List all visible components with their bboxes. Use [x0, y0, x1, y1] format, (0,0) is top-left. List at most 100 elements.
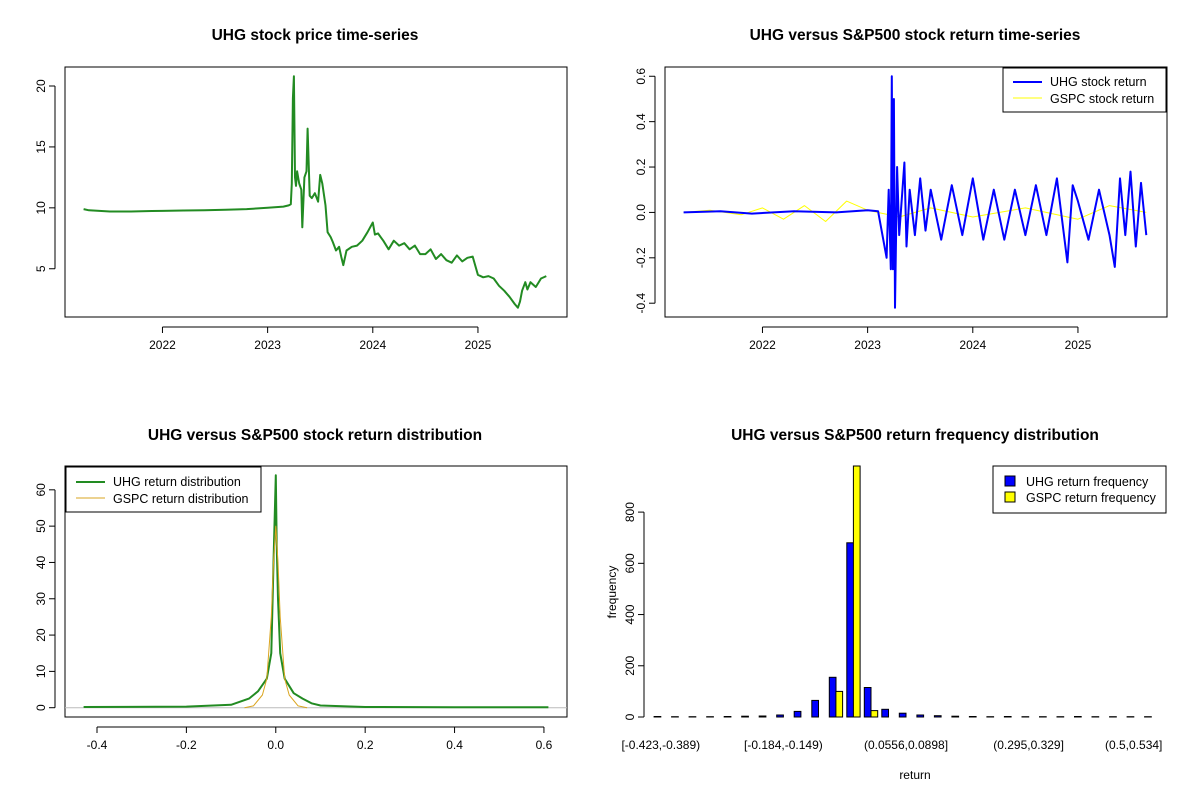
bar-uhg-frequency: [968, 716, 977, 718]
x-category-label: (0.0556,0.0898]: [864, 738, 948, 752]
bar-uhg-frequency: [723, 716, 732, 718]
x-tick-label: 2024: [359, 338, 386, 352]
series-line-uhg-density: [83, 474, 549, 709]
x-tick-label: 2023: [854, 338, 881, 352]
y-tick-label: 200: [623, 655, 637, 675]
x-tick-label: 2025: [465, 338, 492, 352]
y-tick-label: 10: [34, 201, 48, 215]
x-category-label: (0.295,0.329]: [993, 738, 1064, 752]
panel-return-distribution-axes: -0.4 -0.2 0.0 0.2 0.4 0.6 0 10 20 30 40 50 60: [34, 483, 553, 752]
legend-key-gspc: [1004, 491, 1016, 503]
y-tick-label: -0.4: [634, 293, 648, 314]
panel-return-timeseries: UHG versus S&P500 stock return time-seri…: [634, 27, 1168, 352]
bar-gspc-frequency: [852, 465, 861, 718]
panel-return-distribution-marks: [65, 474, 567, 709]
y-tick-label: 0: [34, 704, 48, 711]
y-tick-label: 0.0: [634, 204, 648, 221]
panel-uhg-price: UHG stock price time-series 2022 2023 2024…: [34, 27, 568, 352]
bar-uhg-frequency: [1074, 716, 1082, 718]
y-tick-label: 400: [623, 604, 637, 624]
legend-box: [65, 466, 262, 513]
series-line-uhg-price: [83, 75, 547, 309]
y-tick-label: 0.4: [634, 113, 648, 130]
bar-uhg-frequency: [951, 715, 960, 718]
y-tick-label: 10: [34, 664, 48, 678]
bar-uhg-frequency: [828, 676, 837, 718]
y-tick-label: 20: [34, 628, 48, 642]
panel-uhg-price-axes: 2022 2023 2024 2025 5 10 15 20: [34, 79, 492, 352]
y-tick-label: 40: [34, 555, 48, 569]
bar-gspc-frequency: [835, 690, 844, 718]
y-tick-label: 20: [34, 79, 48, 93]
y-tick-label: 5: [34, 265, 48, 272]
panel-return-timeseries-legend: UHG stock return GSPC stock return: [1002, 67, 1167, 113]
x-tick-label: 2024: [959, 338, 986, 352]
panel-return-timeseries-title: UHG versus S&P500 stock return time-seri…: [750, 27, 1081, 44]
bar-uhg-frequency: [846, 542, 854, 718]
panel-return-distribution-title: UHG versus S&P500 stock return distribut…: [148, 427, 482, 444]
x-tick-label: 0.0: [267, 738, 284, 752]
legend-label-uhg: UHG stock return: [1050, 75, 1147, 89]
panel-return-frequency-ylabel: frequency: [605, 566, 619, 619]
bar-uhg-frequency: [898, 712, 907, 718]
panel-return-distribution-frame: [64, 465, 568, 718]
legend-label-gspc: GSPC return frequency: [1026, 491, 1157, 505]
x-tick-label: 2022: [149, 338, 176, 352]
panel-return-frequency-marks: [653, 465, 1152, 718]
y-tick-label: 50: [34, 519, 48, 533]
legend-label-uhg: UHG return frequency: [1026, 475, 1149, 489]
bar-uhg-frequency: [793, 710, 802, 718]
bar-uhg-frequency: [881, 708, 889, 718]
y-tick-label: -0.2: [634, 247, 648, 268]
series-line-gspc-density: [244, 525, 308, 709]
y-tick-label: 15: [34, 140, 48, 154]
x-tick-label: -0.4: [87, 738, 108, 752]
bar-uhg-frequency: [653, 716, 662, 718]
y-tick-label: 0.6: [634, 68, 648, 85]
x-tick-label: 2022: [749, 338, 776, 352]
bar-uhg-frequency: [776, 714, 784, 718]
legend-label-gspc: GSPC stock return: [1050, 92, 1154, 106]
bar-uhg-frequency: [1003, 716, 1012, 718]
panel-return-timeseries-axes: 2022 2023 2024 2025 -0.4 -0.2 0.0 0.2 0.4 0.6: [634, 68, 1092, 352]
bar-gspc-frequency: [870, 710, 879, 718]
series-line-uhg-return: [683, 75, 1148, 309]
panel-return-frequency-title: UHG versus S&P500 return frequency distr…: [731, 427, 1099, 444]
series-line-gspc-return: [683, 200, 1147, 222]
panel-return-distribution-legend: UHG return distribution GSPC return dist…: [65, 466, 262, 513]
panel-uhg-price-title: UHG stock price time-series: [212, 27, 419, 44]
legend-box: [1002, 67, 1167, 113]
legend-label-uhg: UHG return distribution: [113, 475, 241, 489]
panel-return-timeseries-marks: [683, 75, 1148, 309]
legend-box: [992, 465, 1167, 514]
bar-uhg-frequency: [811, 699, 819, 718]
x-category-label: [-0.423,-0.389): [621, 738, 700, 752]
x-category-label: (0.5,0.534]: [1105, 738, 1162, 752]
bar-uhg-frequency: [758, 715, 767, 718]
bar-uhg-frequency: [933, 715, 942, 718]
panel-return-frequency-axes: 0 200 400 600 800 [-0.423,-0.389) [-0.184,-0.1…: [621, 502, 1162, 752]
panel-return-frequency-xlabel: return: [899, 768, 930, 782]
y-tick-label: 600: [623, 553, 637, 573]
y-tick-label: 0.2: [634, 158, 648, 175]
panel-return-frequency-legend: UHG return frequency GSPC return frequen…: [992, 465, 1167, 514]
bar-uhg-frequency: [741, 715, 749, 718]
x-tick-label: 0.2: [357, 738, 374, 752]
y-tick-label: 60: [34, 483, 48, 497]
x-tick-label: 0.6: [536, 738, 553, 752]
x-tick-label: -0.2: [176, 738, 197, 752]
x-tick-label: 0.4: [446, 738, 463, 752]
bar-uhg-frequency: [916, 714, 925, 718]
x-tick-label: 2025: [1065, 338, 1092, 352]
y-tick-label: 0: [623, 713, 637, 720]
legend-label-gspc: GSPC return distribution: [113, 492, 249, 506]
bar-uhg-frequency: [863, 687, 872, 718]
panel-return-frequency: UHG versus S&P500 return frequency distr…: [605, 427, 1167, 782]
panel-uhg-price-marks: [83, 75, 547, 309]
y-tick-label: 30: [34, 592, 48, 606]
x-tick-label: 2023: [254, 338, 281, 352]
x-category-label: [-0.184,-0.149): [744, 738, 823, 752]
panel-return-distribution: UHG versus S&P500 stock return distribut…: [34, 427, 568, 752]
